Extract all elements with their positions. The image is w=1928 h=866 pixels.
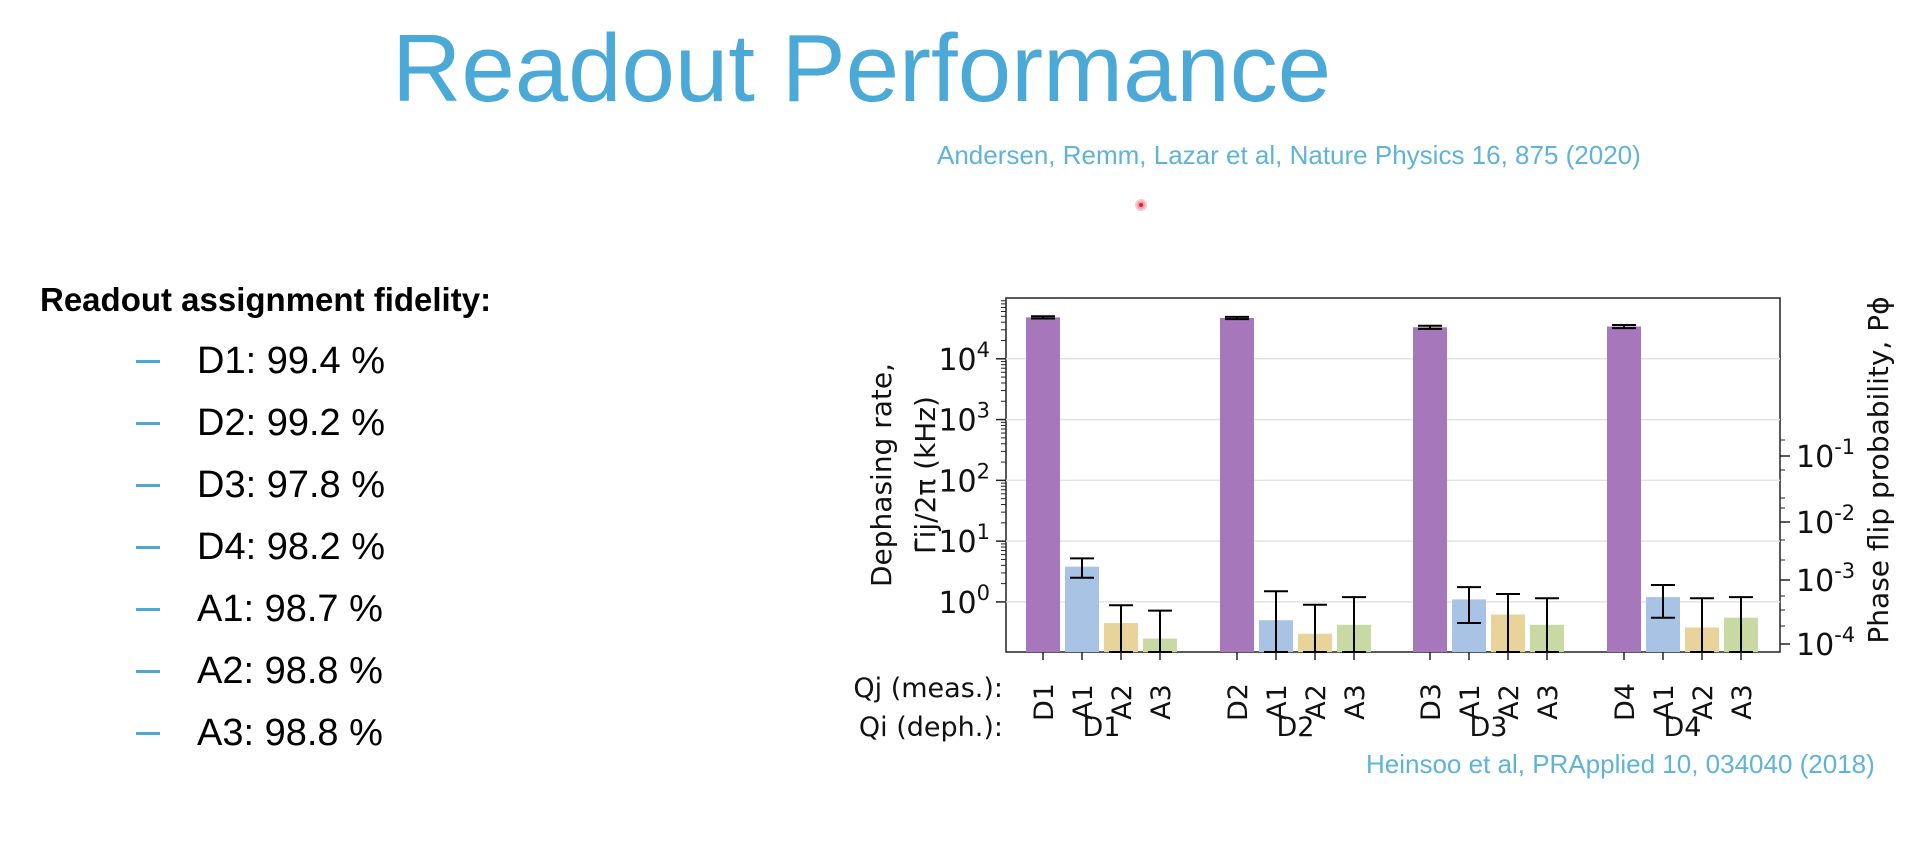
row-label-deph: Qi (deph.): bbox=[859, 712, 1003, 743]
y2-tick-label: 10-3 bbox=[1796, 559, 1855, 599]
fidelity-value: D1: 99.4 % bbox=[197, 339, 385, 382]
list-item: D4: 98.2 % bbox=[136, 516, 385, 578]
x-tick-label: A3 bbox=[1340, 684, 1371, 720]
x-tick-label: A3 bbox=[1727, 684, 1758, 720]
y-tick-exponent: 1 bbox=[977, 520, 990, 544]
fidelity-value: D2: 99.2 % bbox=[197, 401, 385, 444]
y-tick-label: 101 bbox=[938, 520, 990, 560]
y-tick-exponent: 3 bbox=[977, 399, 990, 423]
x-tick-label: A1 bbox=[1455, 684, 1486, 720]
x-tick-label: A2 bbox=[1688, 684, 1719, 720]
dash-bullet-icon bbox=[136, 669, 160, 673]
slide-title: Readout Performance bbox=[392, 15, 1332, 122]
bar-D1-A1 bbox=[1065, 566, 1099, 652]
dash-bullet-icon bbox=[136, 421, 160, 425]
x-tick-label: A2 bbox=[1494, 684, 1525, 720]
group-label: D4 bbox=[1664, 712, 1702, 743]
group-label: D1 bbox=[1083, 712, 1121, 743]
fidelity-value: A3: 98.8 % bbox=[197, 711, 383, 754]
fidelity-value: A2: 98.8 % bbox=[197, 649, 383, 692]
y2-tick-exponent: -3 bbox=[1834, 559, 1855, 583]
x-tick-label: A3 bbox=[1533, 684, 1564, 720]
x-tick-label: A2 bbox=[1301, 684, 1332, 720]
bar-D3-D3 bbox=[1413, 327, 1447, 652]
dash-bullet-icon bbox=[136, 607, 160, 611]
row-label-meas: Qj (meas.): bbox=[853, 673, 1003, 704]
y-tick-label: 104 bbox=[938, 338, 990, 378]
dash-bullet-icon bbox=[136, 545, 160, 549]
x-tick-label: A2 bbox=[1107, 684, 1138, 720]
y-tick-exponent: 0 bbox=[977, 581, 990, 605]
list-item: A2: 98.8 % bbox=[136, 640, 385, 702]
fidelity-value: A1: 98.7 % bbox=[197, 587, 383, 630]
x-tick-label: D3 bbox=[1416, 683, 1447, 721]
dash-bullet-icon bbox=[136, 731, 160, 735]
y-tick-exponent: 4 bbox=[977, 338, 990, 362]
dash-bullet-icon bbox=[136, 359, 160, 363]
y2-tick-exponent: -4 bbox=[1834, 623, 1855, 647]
y-axis-label-line1: Dephasing rate, bbox=[865, 363, 898, 587]
fidelity-value: D4: 98.2 % bbox=[197, 525, 385, 568]
list-item: A3: 98.8 % bbox=[136, 702, 385, 764]
bar-D2-D2 bbox=[1220, 317, 1254, 652]
fidelity-value: D3: 97.8 % bbox=[197, 463, 385, 506]
y-tick-label: 102 bbox=[938, 459, 990, 499]
bar-D1-D1 bbox=[1026, 317, 1060, 652]
y2-axis-label: Phase flip probability, Pϕ bbox=[1862, 296, 1895, 643]
y-axis-label-line2: Γ̄ij/2π (kHz) bbox=[909, 396, 942, 554]
y2-tick-exponent: -1 bbox=[1834, 435, 1855, 459]
list-item: D1: 99.4 % bbox=[136, 330, 385, 392]
dash-bullet-icon bbox=[136, 483, 160, 487]
x-tick-label: D4 bbox=[1610, 683, 1641, 721]
x-tick-label: A1 bbox=[1262, 684, 1293, 720]
x-tick-label: A1 bbox=[1068, 684, 1099, 720]
bar-D4-D4 bbox=[1607, 326, 1641, 652]
list-item: D3: 97.8 % bbox=[136, 454, 385, 516]
citation-top[interactable]: Andersen, Remm, Lazar et al, Nature Phys… bbox=[937, 140, 1641, 170]
x-tick-label: A3 bbox=[1146, 684, 1177, 720]
y-tick-label: 103 bbox=[938, 399, 990, 439]
plot-frame bbox=[1005, 297, 1781, 653]
y2-tick-label: 10-2 bbox=[1796, 501, 1855, 541]
group-label: D3 bbox=[1470, 712, 1508, 743]
fidelity-list: D1: 99.4 % D2: 99.2 % D3: 97.8 % D4: 98.… bbox=[136, 330, 385, 764]
x-tick-label: D2 bbox=[1223, 683, 1254, 721]
y-tick-exponent: 2 bbox=[977, 459, 990, 483]
list-item: D2: 99.2 % bbox=[136, 392, 385, 454]
group-label: D2 bbox=[1277, 712, 1315, 743]
y-tick-label: 100 bbox=[938, 581, 990, 621]
laser-pointer-icon bbox=[1135, 199, 1147, 211]
fidelity-heading: Readout assignment fidelity: bbox=[40, 281, 492, 318]
y2-tick-label: 10-4 bbox=[1796, 623, 1855, 663]
x-tick-label: A1 bbox=[1649, 684, 1680, 720]
y2-tick-label: 10-1 bbox=[1796, 435, 1855, 475]
x-tick-label: D1 bbox=[1029, 683, 1060, 721]
citation-bottom[interactable]: Heinsoo et al, PRApplied 10, 034040 (201… bbox=[1366, 749, 1875, 779]
list-item: A1: 98.7 % bbox=[136, 578, 385, 640]
y2-tick-exponent: -2 bbox=[1834, 501, 1855, 525]
